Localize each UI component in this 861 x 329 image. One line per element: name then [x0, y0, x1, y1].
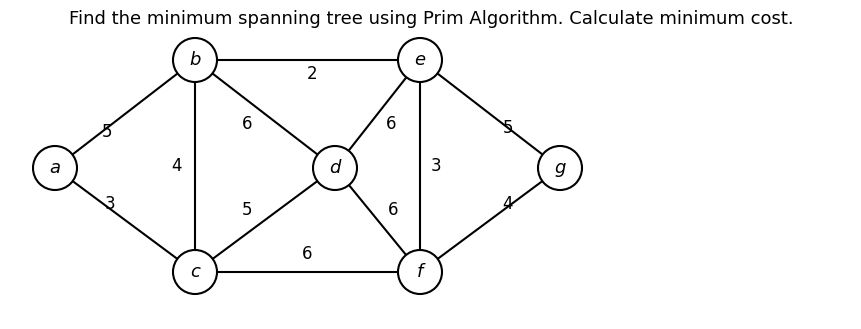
Text: 5: 5 — [241, 201, 252, 219]
Text: d: d — [329, 159, 340, 177]
Text: 6: 6 — [241, 115, 252, 133]
Circle shape — [537, 146, 581, 190]
Text: 3: 3 — [430, 157, 441, 175]
Text: 4: 4 — [502, 195, 512, 213]
Text: a: a — [49, 159, 60, 177]
Text: 3: 3 — [104, 195, 115, 213]
Circle shape — [173, 250, 217, 294]
Text: 6: 6 — [302, 245, 313, 263]
Text: c: c — [189, 263, 200, 281]
Circle shape — [398, 38, 442, 82]
Circle shape — [33, 146, 77, 190]
Text: 5: 5 — [502, 119, 512, 137]
Text: 2: 2 — [307, 65, 318, 83]
Text: b: b — [189, 51, 201, 69]
Text: 6: 6 — [386, 115, 396, 133]
Text: f: f — [417, 263, 423, 281]
Circle shape — [398, 250, 442, 294]
Text: 6: 6 — [387, 201, 399, 219]
Circle shape — [173, 38, 217, 82]
Text: Find the minimum spanning tree using Prim Algorithm. Calculate minimum cost.: Find the minimum spanning tree using Pri… — [69, 10, 792, 28]
Text: 4: 4 — [171, 157, 182, 175]
Circle shape — [313, 146, 356, 190]
Text: e: e — [414, 51, 425, 69]
Text: 5: 5 — [102, 123, 112, 141]
Text: g: g — [554, 159, 565, 177]
